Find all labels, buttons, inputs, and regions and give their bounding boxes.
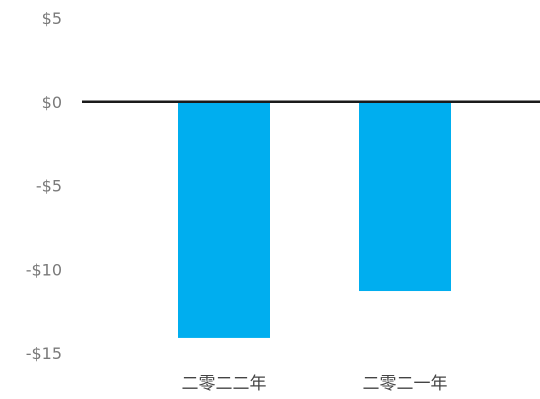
x-category-label: 二零二一年	[363, 374, 448, 394]
bar	[359, 101, 451, 292]
y-tick-label: $0	[42, 93, 62, 112]
x-category-label: 二零二二年	[182, 374, 267, 394]
y-tick-label: -$15	[26, 344, 62, 363]
y-axis-tick-labels: $5 $0 -$5 -$10 -$15	[26, 9, 62, 363]
y-tick-label: -$5	[36, 177, 62, 196]
bars	[178, 101, 451, 338]
x-axis-category-labels: 二零二二年 二零二一年	[182, 374, 448, 394]
y-tick-label: -$10	[26, 260, 62, 279]
bar	[178, 101, 270, 338]
y-tick-label: $5	[42, 9, 62, 28]
